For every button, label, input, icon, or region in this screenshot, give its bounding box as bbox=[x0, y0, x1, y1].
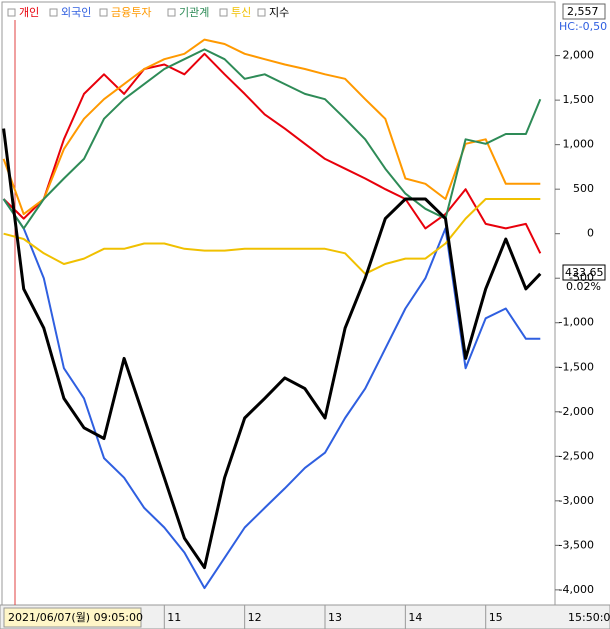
y-tick-label: -2,500 bbox=[559, 449, 594, 462]
legend-marker bbox=[7, 8, 16, 17]
y-tick-label: 0 bbox=[587, 227, 594, 240]
y-tick-label: -500 bbox=[569, 271, 594, 284]
legend-label: 외국인 bbox=[61, 6, 91, 19]
y-tick-label: 500 bbox=[573, 182, 594, 195]
legend-marker bbox=[99, 8, 108, 17]
legend-marker bbox=[257, 8, 266, 17]
legend-label: 금융투자 bbox=[111, 6, 151, 19]
top-value: 2,557 bbox=[567, 5, 599, 18]
x-tick-label: 13 bbox=[328, 611, 342, 624]
index-change: 0.02% bbox=[566, 280, 601, 293]
series-line bbox=[2, 38, 541, 216]
y-tick-label: -3,500 bbox=[559, 538, 594, 551]
y-tick-label: 1,500 bbox=[563, 93, 595, 106]
y-tick-label: -1,500 bbox=[559, 360, 594, 373]
x-end-label: 15:50:0 bbox=[568, 611, 610, 624]
index-box bbox=[562, 264, 606, 281]
y-tick-label: -1,000 bbox=[559, 316, 594, 329]
x-start-label: 2021/06/07(월) 09:05:00 bbox=[8, 611, 143, 624]
index-value: 433.65 bbox=[565, 266, 604, 279]
legend-marker bbox=[49, 8, 58, 17]
y-tick-label: -2,000 bbox=[559, 405, 594, 418]
legend-label: 기관계 bbox=[179, 6, 209, 19]
series-line bbox=[2, 48, 542, 230]
series-line bbox=[2, 128, 542, 570]
x-tick-label: 12 bbox=[248, 611, 262, 624]
y-tick-label: 2,000 bbox=[563, 49, 595, 62]
x-tick-label: 11 bbox=[167, 611, 181, 624]
y-tick-label: -3,000 bbox=[559, 494, 594, 507]
legend-label: 개인 bbox=[19, 6, 39, 19]
x-tick-label: 15 bbox=[489, 611, 503, 624]
top-value-box bbox=[562, 3, 606, 20]
hc-label: HC:-0,50 bbox=[559, 20, 607, 33]
legend-label: 투신 bbox=[231, 6, 251, 19]
cursor-box bbox=[3, 607, 142, 628]
series-line bbox=[3, 198, 541, 275]
y-tick-label: -4,000 bbox=[559, 583, 594, 596]
series-line bbox=[2, 52, 542, 254]
legend-marker bbox=[219, 8, 228, 17]
legend-label: 지수 bbox=[269, 6, 289, 19]
legend-marker bbox=[167, 8, 176, 17]
y-tick-label: 1,000 bbox=[563, 138, 595, 151]
x-tick-label: 14 bbox=[408, 611, 422, 624]
